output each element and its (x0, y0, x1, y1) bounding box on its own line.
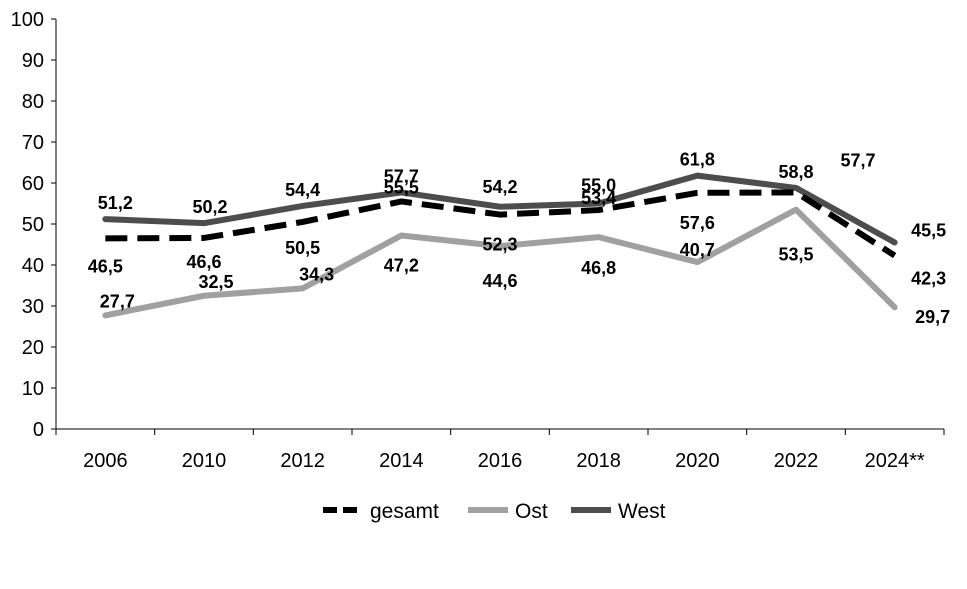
x-tick-label: 2024** (865, 450, 925, 472)
data-label-west: 55,0 (581, 176, 616, 196)
y-tick-label: 100 (11, 9, 44, 31)
data-label-ost: 27,7 (100, 291, 135, 311)
data-label-west: 58,8 (778, 162, 813, 182)
y-tick-label: 20 (22, 337, 44, 359)
y-tick-label: 40 (22, 255, 44, 277)
data-label-ost: 53,5 (778, 245, 813, 265)
y-tick-label: 30 (22, 296, 44, 318)
x-tick-label: 2022 (774, 450, 819, 472)
data-label-west: 51,2 (98, 193, 133, 213)
data-label-west: 57,7 (384, 166, 419, 186)
data-label-west: 45,5 (911, 220, 946, 240)
data-label-west: 54,2 (482, 177, 517, 197)
legend-item-gesamt: gesamt (323, 500, 439, 523)
data-label-ost: 34,3 (299, 264, 334, 284)
chart-data-labels: 46,5 46,6 50,5 55,5 52,3 53,4 57,6 57,7 42,3 27,7… (88, 150, 950, 328)
x-tick-label: 2020 (675, 450, 720, 472)
x-tick-label: 2018 (576, 450, 621, 472)
chart-lines (102, 172, 898, 319)
data-label-west: 54,4 (285, 180, 320, 200)
legend-label: gesamt (370, 500, 439, 523)
y-tick-label: 50 (22, 214, 44, 236)
y-tick-label: 70 (22, 132, 44, 154)
data-label-ost: 40,7 (680, 240, 715, 260)
data-label-west: 61,8 (680, 150, 715, 170)
data-label-gesamt: 52,3 (482, 235, 517, 255)
chart-legend: gesamt Ost West (323, 500, 666, 523)
y-tick-label: 80 (22, 91, 44, 113)
y-tick-label: 0 (33, 419, 44, 441)
data-label-ost: 32,5 (198, 272, 233, 292)
x-tick-label: 2006 (83, 450, 128, 472)
data-label-ost: 44,6 (482, 271, 517, 291)
data-label-gesamt: 55,5 (384, 177, 419, 197)
data-label-ost: 46,8 (581, 258, 616, 278)
data-label-gesamt: 57,7 (840, 150, 875, 170)
legend-item-west: West (571, 500, 666, 523)
data-label-gesamt: 53,4 (581, 188, 616, 208)
y-tick-label: 90 (22, 50, 44, 72)
data-label-gesamt: 46,6 (186, 252, 221, 272)
series-line-ost (102, 206, 898, 319)
chart-axes: 0 10 20 30 40 50 60 70 80 90 100 2006 2010 2012 2014 20… (11, 9, 945, 472)
y-tick-label: 60 (22, 173, 44, 195)
x-tick-label: 2012 (280, 450, 325, 472)
data-label-ost: 47,2 (384, 255, 419, 275)
series-line-gesamt (105, 189, 897, 259)
y-tick-label: 10 (22, 378, 44, 400)
legend-label: West (618, 500, 666, 523)
legend-label: Ost (515, 500, 548, 523)
series-line-west (102, 172, 898, 246)
data-label-gesamt: 42,3 (911, 269, 946, 289)
data-label-ost: 29,7 (915, 307, 950, 327)
data-label-gesamt: 57,6 (680, 213, 715, 233)
data-label-gesamt: 50,5 (285, 238, 320, 258)
x-tick-label: 2016 (478, 450, 523, 472)
legend-item-ost: Ost (468, 500, 548, 523)
x-tick-label: 2014 (379, 450, 424, 472)
data-label-west: 50,2 (192, 197, 227, 217)
data-label-gesamt: 46,5 (88, 256, 123, 276)
x-tick-label: 2010 (182, 450, 227, 472)
